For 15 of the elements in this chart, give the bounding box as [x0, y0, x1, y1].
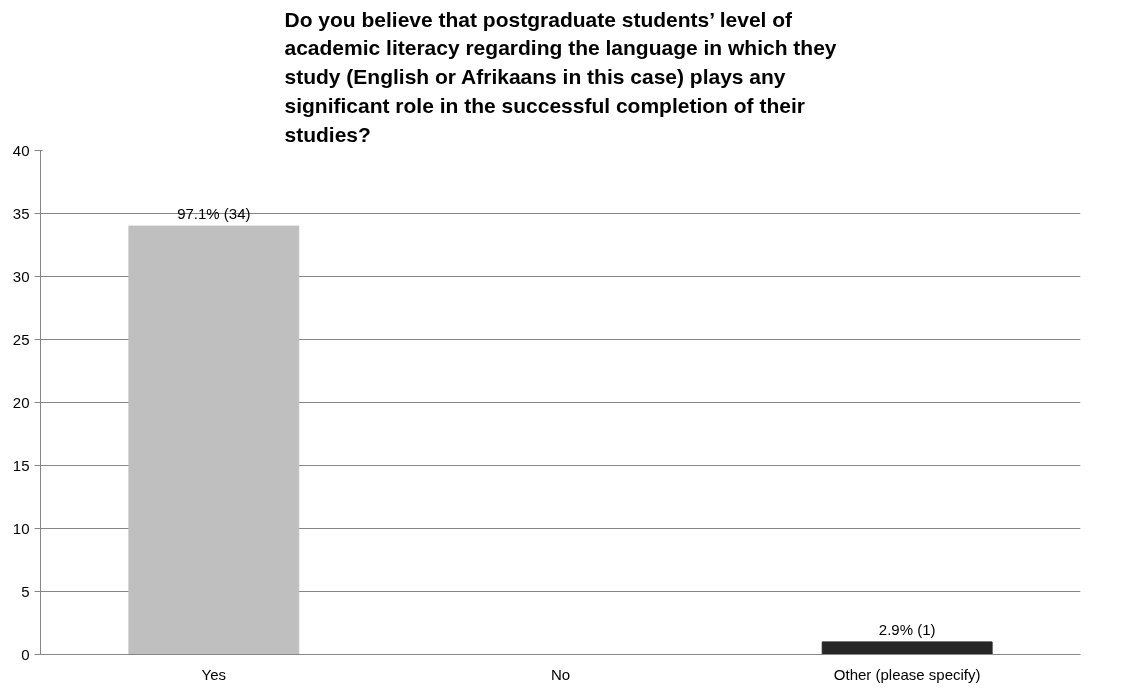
- y-tick-label: 35: [12, 204, 30, 222]
- y-tick-label: 0: [21, 645, 30, 663]
- y-tick-label: 20: [12, 393, 30, 411]
- y-tick-label: 25: [12, 330, 30, 348]
- y-tick-label: 10: [12, 519, 30, 537]
- y-tick-label: 30: [12, 267, 30, 285]
- data-label: 2.9% (1): [878, 620, 936, 638]
- data-label: 97.1% (34): [177, 205, 251, 223]
- x-tick-label: Yes: [201, 665, 227, 683]
- x-tick-label: No: [550, 665, 571, 683]
- y-tick-label: 40: [12, 141, 30, 159]
- chart-title: Do you believe that postgraduate students’ level of academic literacy regarding the language in which they study (English or Afrikaans in this case) plays any significant role in the successful completion of their studies?: [284, 7, 837, 146]
- y-tick-label: 5: [21, 582, 30, 600]
- y-tick-label: 15: [12, 456, 30, 474]
- x-tick-label: Other (please specify): [833, 665, 981, 683]
